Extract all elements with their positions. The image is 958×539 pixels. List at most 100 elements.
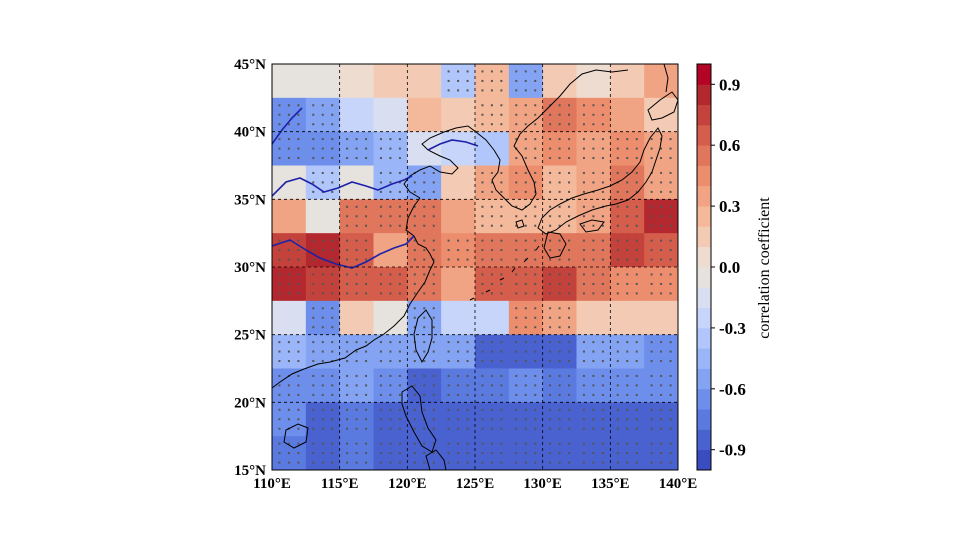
marker-dot <box>601 190 604 193</box>
marker-dot <box>389 442 392 445</box>
marker-dot <box>312 326 315 329</box>
marker-dot <box>515 341 518 344</box>
marker-dot <box>660 374 663 377</box>
marker-dot <box>432 171 435 174</box>
significance-marker <box>379 273 401 295</box>
marker-dot <box>389 273 392 276</box>
marker-dot <box>413 239 416 242</box>
marker-dot <box>534 113 537 116</box>
marker-dot <box>297 341 300 344</box>
marker-dot <box>558 157 561 160</box>
marker-dot <box>568 190 571 193</box>
marker-dot <box>312 316 315 319</box>
coastline-sakhalin <box>663 64 669 93</box>
marker-dot <box>389 157 392 160</box>
marker-dot <box>592 147 595 150</box>
marker-dot <box>355 147 358 150</box>
significance-marker <box>312 408 334 430</box>
marker-dot <box>616 292 619 295</box>
marker-dot <box>457 239 460 242</box>
x-tick-label: 120°E <box>388 476 427 492</box>
marker-dot <box>592 384 595 387</box>
marker-dot <box>650 384 653 387</box>
marker-dot <box>321 104 324 107</box>
colorbar-tick-label: 0.3 <box>719 197 740 216</box>
marker-dot <box>365 384 368 387</box>
marker-dot <box>346 374 349 377</box>
marker-dot <box>592 249 595 252</box>
colorbar-segment <box>697 246 711 268</box>
marker-dot <box>650 374 653 377</box>
marker-dot <box>635 239 638 242</box>
marker-dot <box>413 374 416 377</box>
marker-dot <box>660 273 663 276</box>
marker-dot <box>534 224 537 227</box>
colorbar-segment <box>697 84 711 105</box>
marker-dot <box>582 418 585 421</box>
marker-dot <box>626 157 629 160</box>
marker-dot <box>534 292 537 295</box>
marker-dot <box>669 138 672 141</box>
colorbar-segment <box>697 449 711 471</box>
marker-dot <box>490 350 493 353</box>
significance-marker <box>481 442 503 464</box>
marker-dot <box>534 147 537 150</box>
marker-dot <box>669 393 672 396</box>
significance-marker <box>379 205 401 227</box>
marker-dot <box>524 292 527 295</box>
marker-dot <box>312 258 315 261</box>
marker-dot <box>534 273 537 276</box>
marker-dot <box>515 452 518 455</box>
marker-dot <box>524 79 527 82</box>
marker-dot <box>355 442 358 445</box>
marker-dot <box>490 427 493 430</box>
heatmap-cell <box>407 64 442 99</box>
marker-dot <box>312 452 315 455</box>
marker-dot <box>515 408 518 411</box>
marker-dot <box>568 205 571 208</box>
marker-dot <box>457 350 460 353</box>
marker-dot <box>515 374 518 377</box>
marker-dot <box>466 360 469 363</box>
significance-marker <box>549 442 571 464</box>
marker-dot <box>490 461 493 464</box>
marker-dot <box>669 205 672 208</box>
marker-dot <box>582 273 585 276</box>
marker-dot <box>297 442 300 445</box>
marker-dot <box>500 239 503 242</box>
significance-marker <box>616 205 638 227</box>
marker-dot <box>524 157 527 160</box>
marker-dot <box>432 307 435 310</box>
coastline-korea <box>491 69 629 211</box>
marker-dot <box>515 239 518 242</box>
marker-dot <box>278 157 281 160</box>
marker-dot <box>592 282 595 285</box>
marker-dot <box>558 181 561 184</box>
marker-dot <box>650 408 653 411</box>
heatmap-cell <box>441 165 476 200</box>
marker-dot <box>346 138 349 141</box>
marker-dot <box>413 393 416 396</box>
marker-dot <box>515 282 518 285</box>
marker-dot <box>558 273 561 276</box>
marker-dot <box>423 350 426 353</box>
marker-dot <box>297 393 300 396</box>
marker-dot <box>568 258 571 261</box>
marker-dot <box>481 408 484 411</box>
marker-dot <box>379 292 382 295</box>
marker-dot <box>669 171 672 174</box>
plot-frame <box>271 63 679 471</box>
marker-dot <box>278 393 281 396</box>
marker-dot <box>524 282 527 285</box>
marker-dot <box>389 147 392 150</box>
marker-dot <box>321 326 324 329</box>
marker-dot <box>568 307 571 310</box>
marker-dot <box>398 292 401 295</box>
marker-dot <box>500 442 503 445</box>
river-yellow <box>272 175 413 197</box>
marker-dot <box>582 452 585 455</box>
marker-dot <box>549 393 552 396</box>
marker-dot <box>312 190 315 193</box>
heatmap-cell <box>305 64 341 99</box>
significance-marker <box>515 341 537 363</box>
